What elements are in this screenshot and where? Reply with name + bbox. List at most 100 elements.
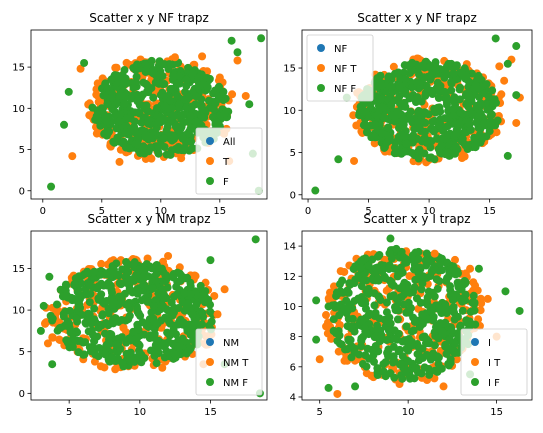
point-3 — [324, 302, 333, 311]
point — [158, 363, 167, 372]
point — [350, 348, 359, 357]
x-tick-label: 0 — [40, 206, 46, 217]
point — [93, 116, 102, 125]
point — [398, 337, 407, 346]
point — [456, 321, 465, 330]
point — [109, 265, 118, 274]
point-3 — [48, 360, 57, 369]
y-tick-label: 4 — [290, 392, 296, 403]
point — [432, 275, 441, 284]
point — [437, 141, 446, 150]
point — [103, 100, 112, 109]
point-2 — [466, 264, 475, 273]
point — [420, 363, 429, 372]
point — [192, 92, 201, 101]
point-3 — [334, 155, 343, 164]
point — [322, 311, 331, 320]
point-2 — [115, 157, 124, 166]
point — [428, 117, 437, 126]
point — [198, 320, 207, 329]
point — [402, 322, 411, 331]
subplot-title: Scatter x y NF trapz — [89, 11, 209, 25]
point — [152, 359, 161, 368]
point — [105, 329, 114, 338]
point — [100, 350, 109, 359]
point — [85, 111, 94, 120]
point — [420, 73, 429, 82]
point — [358, 316, 367, 325]
point — [489, 98, 498, 107]
point — [372, 325, 381, 334]
point — [147, 67, 156, 76]
point — [118, 71, 127, 80]
y-tick-label: 0 — [19, 389, 25, 400]
point — [112, 340, 121, 349]
point — [469, 291, 478, 300]
point — [335, 311, 344, 320]
point — [487, 121, 496, 130]
point — [138, 143, 147, 152]
point — [112, 259, 121, 268]
legend: I I T I F — [460, 328, 528, 396]
point — [152, 276, 161, 285]
point — [463, 141, 472, 150]
subplot-3: 5 10 15 0 5 10 15 Scatter x y NM trapz NM NM T NM … — [12, 212, 268, 418]
point — [108, 105, 117, 114]
point — [176, 111, 185, 120]
point — [434, 334, 443, 343]
point — [452, 62, 461, 71]
point — [455, 85, 464, 94]
point-3 — [312, 335, 321, 344]
point — [434, 93, 443, 102]
point — [329, 315, 338, 324]
point — [370, 139, 379, 148]
point — [414, 106, 423, 115]
point — [112, 63, 121, 72]
point — [484, 92, 493, 101]
point — [170, 133, 179, 142]
point — [104, 309, 113, 318]
x-tick-label: 15 — [213, 206, 226, 217]
point — [139, 90, 148, 99]
point — [431, 63, 440, 72]
subplot-1: 0 5 10 15 0 5 10 15 Scatter x y NF trapz All TF — [12, 11, 268, 217]
point — [190, 272, 199, 281]
point — [187, 104, 196, 113]
point — [68, 343, 77, 352]
point — [449, 69, 458, 78]
point — [394, 123, 403, 132]
point-3 — [251, 235, 260, 244]
point — [476, 130, 485, 139]
point — [382, 138, 391, 147]
point — [406, 107, 415, 116]
point — [194, 73, 203, 82]
point — [132, 72, 141, 81]
point — [477, 299, 486, 308]
point — [390, 334, 399, 343]
subplot-4: 5 10 15 4 6 8 10 12 14 Scatter x y I trapz I I T I F — [283, 212, 533, 418]
point — [76, 303, 85, 312]
legend-box — [195, 127, 263, 195]
point — [421, 91, 430, 100]
point — [440, 87, 449, 96]
point-3 — [60, 120, 69, 129]
legend: NF NF T NF F — [306, 34, 374, 102]
point — [415, 322, 424, 331]
point — [48, 314, 57, 323]
point — [84, 269, 93, 278]
point — [427, 307, 436, 316]
point — [425, 153, 434, 162]
point — [476, 99, 485, 108]
point — [117, 333, 126, 342]
point-3 — [227, 36, 236, 45]
point — [472, 118, 481, 127]
point — [402, 139, 411, 148]
point — [327, 334, 336, 343]
legend-label: T — [222, 157, 230, 168]
y-tick-label: 5 — [290, 148, 296, 159]
point — [126, 114, 135, 123]
point — [108, 300, 117, 309]
point — [175, 342, 184, 351]
point — [393, 107, 402, 116]
point — [133, 97, 142, 106]
